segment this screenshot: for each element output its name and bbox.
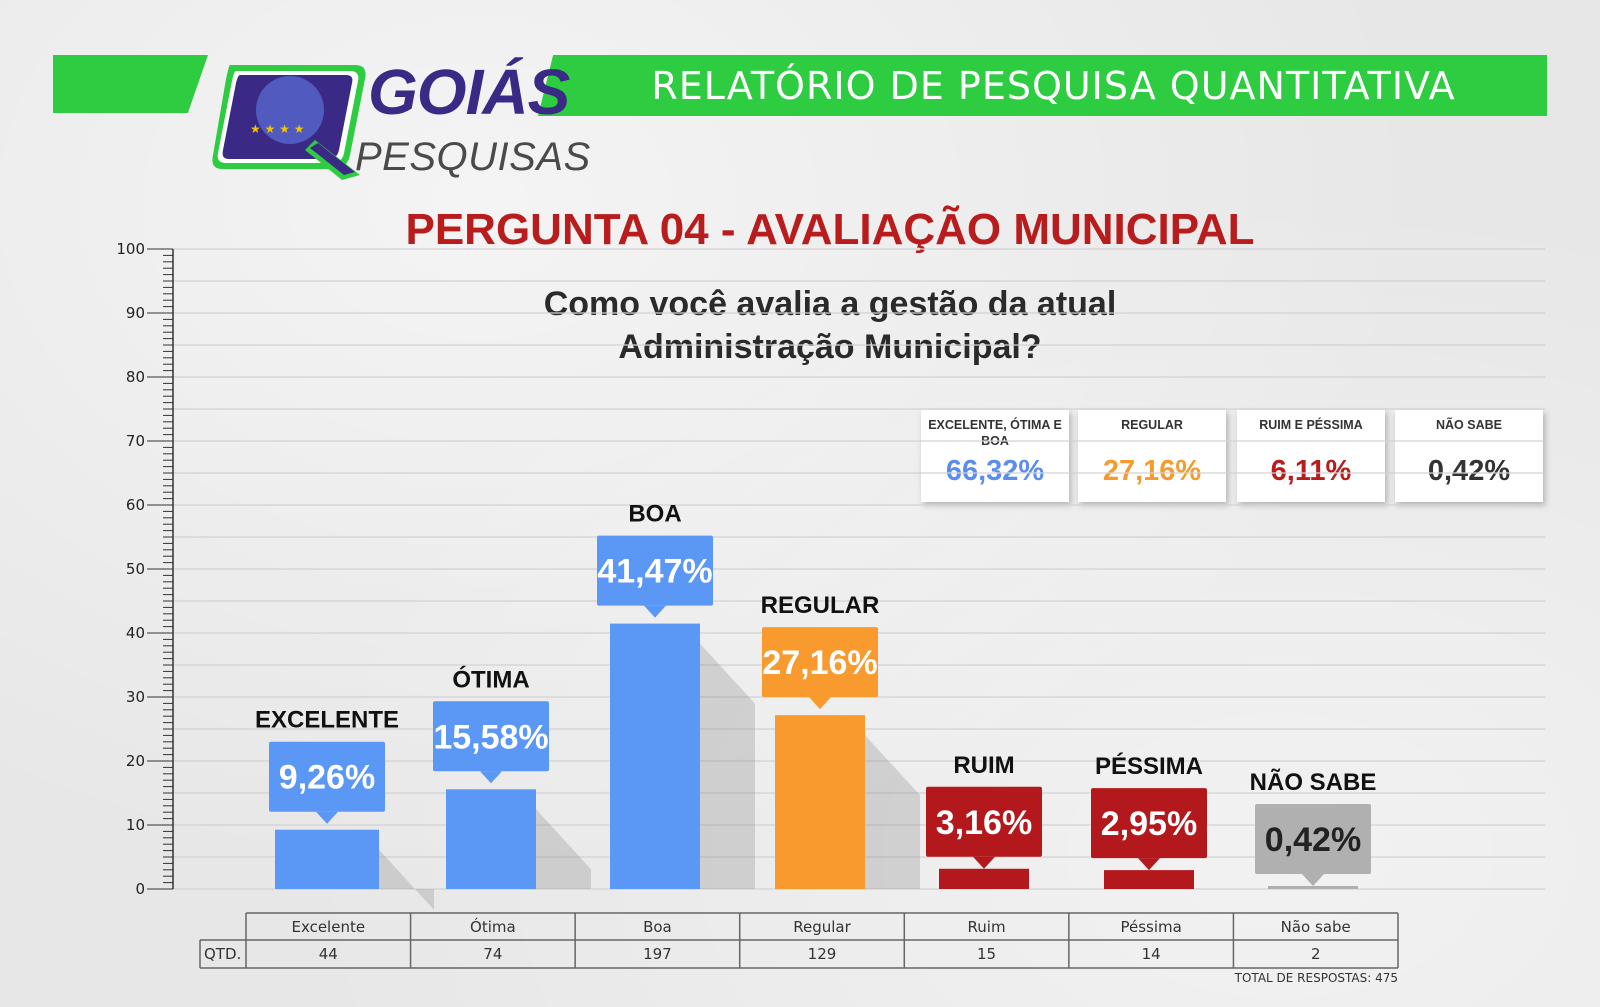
- summary-label: NÃO SABE: [1436, 418, 1502, 432]
- summary-value: 66,32%: [945, 455, 1045, 487]
- category-label: NÃO SABE: [1250, 768, 1377, 796]
- question-text: Como você avalia a gestão da atual Admin…: [460, 283, 1200, 368]
- value-callout: [1091, 788, 1207, 859]
- callout-pointer: [1302, 874, 1324, 886]
- category-label: BOA: [628, 501, 681, 528]
- report-title: RELATÓRIO DE PESQUISA QUANTITATIVA: [651, 63, 1456, 108]
- question-title: PERGUNTA 04 - AVALIAÇÃO MUNICIPAL: [405, 205, 1255, 254]
- callout-pointer: [480, 771, 502, 784]
- bar-shadow: [700, 643, 755, 889]
- y-tick-label: 30: [126, 688, 145, 706]
- brand-subname: PESQUISAS: [355, 135, 591, 179]
- bar-shadow: [865, 735, 920, 889]
- bar: [939, 868, 1029, 889]
- callout-pointer: [973, 856, 995, 869]
- svg-text:★ ★ ★ ★: ★ ★ ★ ★: [250, 122, 304, 136]
- value-label: 3,16%: [936, 804, 1032, 842]
- table-count-cell: 129: [808, 945, 837, 963]
- table-count-cell: 74: [483, 945, 502, 963]
- header-accent-bar-left: [53, 55, 208, 113]
- callout-pointer: [1138, 858, 1160, 871]
- value-callout: [597, 535, 713, 606]
- value-callout: [433, 701, 549, 772]
- bar: [275, 829, 379, 889]
- bar: [775, 715, 865, 889]
- bar: [1268, 886, 1358, 889]
- value-callout: [926, 786, 1042, 857]
- value-callout: [1255, 804, 1371, 874]
- table-count-cell: 197: [643, 945, 672, 963]
- category-label: ÓTIMA: [452, 665, 529, 693]
- value-label: 2,95%: [1101, 805, 1197, 843]
- table-column-header: Ruim: [968, 918, 1006, 936]
- summary-box-positive: EXCELENTE, ÓTIMA E BOA 66,32%: [921, 410, 1069, 502]
- summary-value: 6,11%: [1270, 455, 1352, 487]
- summary-label: RUIM E PÉSSIMA: [1259, 418, 1363, 432]
- brand-name: GOIÁS: [368, 56, 570, 128]
- y-tick-label: 0: [135, 880, 145, 898]
- category-label: REGULAR: [761, 592, 880, 619]
- summary-box-negative: RUIM E PÉSSIMA 6,11%: [1237, 410, 1385, 502]
- table-count-cell: 2: [1311, 945, 1321, 963]
- category-label: PÉSSIMA: [1095, 752, 1203, 780]
- value-label: 15,58%: [433, 718, 548, 756]
- y-tick-label: 40: [126, 624, 145, 642]
- value-callout: [762, 627, 878, 698]
- table-count-cell: 14: [1142, 945, 1161, 963]
- callout-pointer: [316, 811, 338, 824]
- bar-shadow: [379, 849, 434, 910]
- table-column-header: Excelente: [291, 918, 365, 936]
- question-text-line2: Administração Municipal?: [618, 327, 1042, 366]
- y-tick-label: 100: [116, 240, 145, 258]
- table-count-cell: 44: [319, 945, 338, 963]
- bar: [610, 623, 700, 889]
- y-tick-label: 70: [126, 432, 145, 450]
- table-row-header: QTD.: [204, 945, 241, 963]
- y-tick-label: 20: [126, 752, 145, 770]
- summary-value: 0,42%: [1427, 455, 1511, 487]
- summary-label: REGULAR: [1121, 418, 1183, 432]
- table-column-header: Péssima: [1120, 918, 1181, 936]
- y-tick-label: 10: [126, 816, 145, 834]
- question-text-line1: Como você avalia a gestão da atual: [543, 285, 1117, 323]
- y-tick-label: 50: [126, 560, 145, 578]
- value-label: 41,47%: [597, 553, 712, 591]
- table-column-header: Boa: [643, 918, 672, 936]
- y-tick-label: 60: [126, 496, 145, 514]
- category-label: EXCELENTE: [255, 707, 399, 734]
- table-count-cell: 15: [977, 945, 996, 963]
- value-label: 9,26%: [279, 759, 375, 797]
- header-accent-bar-right: [538, 55, 1547, 116]
- bar: [1104, 870, 1194, 889]
- summary-value: 27,16%: [1102, 455, 1202, 487]
- table-column-header: Regular: [793, 918, 851, 936]
- table-column-header: Ótima: [470, 917, 516, 936]
- callout-pointer: [644, 605, 666, 618]
- bar: [446, 789, 536, 889]
- bar-shadow: [536, 809, 591, 889]
- y-tick-label: 80: [126, 368, 145, 386]
- summary-box-nao-sabe: NÃO SABE 0,42%: [1395, 410, 1543, 502]
- value-callout: [269, 741, 385, 812]
- total-responses: TOTAL DE RESPOSTAS: 475: [1234, 971, 1398, 985]
- logo-q-icon: ★ ★ ★ ★: [212, 65, 366, 180]
- value-label: 0,42%: [1265, 821, 1361, 859]
- category-label: RUIM: [953, 752, 1014, 779]
- summary-box-regular: REGULAR 27,16%: [1078, 410, 1226, 502]
- value-label: 27,16%: [762, 644, 877, 682]
- y-tick-label: 90: [126, 304, 145, 322]
- callout-pointer: [809, 697, 831, 710]
- table-column-header: Não sabe: [1281, 918, 1351, 936]
